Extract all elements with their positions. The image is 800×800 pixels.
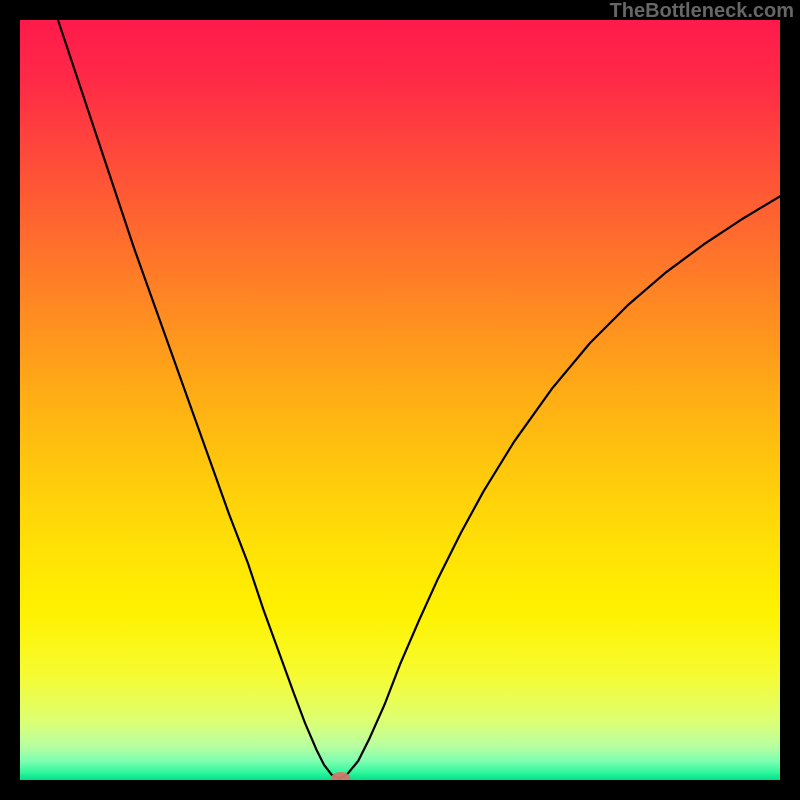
chart-container: TheBottleneck.com	[0, 0, 800, 800]
plot-area	[20, 20, 780, 780]
